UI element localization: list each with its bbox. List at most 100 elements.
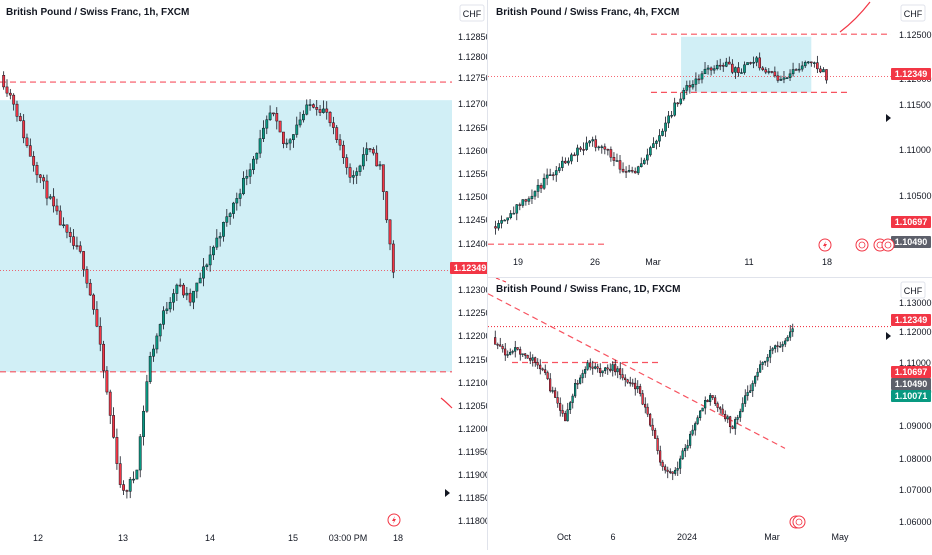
candle-body[interactable] xyxy=(105,370,109,393)
candle-body[interactable] xyxy=(656,438,659,451)
candle-body[interactable] xyxy=(218,236,222,239)
projection-arrow[interactable] xyxy=(440,397,453,409)
candle-body[interactable] xyxy=(188,292,192,303)
candle-body[interactable] xyxy=(533,191,537,197)
candle-body[interactable] xyxy=(806,61,810,64)
candle-body[interactable] xyxy=(242,177,245,195)
panel-divider-vertical[interactable] xyxy=(487,0,488,550)
candle-body[interactable] xyxy=(524,199,528,202)
candle-body[interactable] xyxy=(736,417,739,420)
chart-panel-1d[interactable]: British Pound / Swiss Franc, 1D, FXCM CHF… xyxy=(487,277,932,550)
candle-body[interactable] xyxy=(785,77,789,80)
candle-body[interactable] xyxy=(536,362,539,366)
candle-body[interactable] xyxy=(512,212,516,215)
candle-body[interactable] xyxy=(574,382,577,397)
candle-body[interactable] xyxy=(751,383,754,391)
candle-body[interactable] xyxy=(225,216,229,223)
candle-body[interactable] xyxy=(272,112,275,115)
candle-body[interactable] xyxy=(582,149,585,151)
candle-body[interactable] xyxy=(636,166,640,174)
panel-divider-horizontal[interactable] xyxy=(488,277,932,278)
candle-body[interactable] xyxy=(766,356,769,362)
candle-body[interactable] xyxy=(749,62,752,64)
candle-body[interactable] xyxy=(594,139,598,148)
price-badge[interactable] xyxy=(891,390,931,402)
dividends-icon[interactable] xyxy=(855,238,869,252)
candle-body[interactable] xyxy=(554,170,558,176)
candle-body[interactable] xyxy=(530,195,534,199)
candle-body[interactable] xyxy=(371,149,375,154)
candle-body[interactable] xyxy=(661,130,664,136)
candle-body[interactable] xyxy=(128,479,132,492)
candle-body[interactable] xyxy=(245,176,249,179)
candle-body[interactable] xyxy=(545,174,549,179)
currency-box[interactable] xyxy=(900,4,926,22)
candle-body[interactable] xyxy=(611,364,614,371)
candle-body[interactable] xyxy=(616,368,619,373)
candle-body[interactable] xyxy=(548,174,552,176)
candle-body[interactable] xyxy=(28,145,32,157)
candle-body[interactable] xyxy=(822,69,825,73)
candle-body[interactable] xyxy=(524,353,527,356)
candle-body[interactable] xyxy=(527,198,531,202)
candle-body[interactable] xyxy=(573,154,576,157)
candle-body[interactable] xyxy=(202,266,205,279)
candle-body[interactable] xyxy=(152,348,155,357)
trend-line-start[interactable] xyxy=(495,277,507,283)
candle-body[interactable] xyxy=(699,410,702,419)
candle-body[interactable] xyxy=(358,165,362,172)
candle-body[interactable] xyxy=(576,147,579,156)
candle-body[interactable] xyxy=(734,67,737,73)
candle-body[interactable] xyxy=(588,140,591,144)
candle-body[interactable] xyxy=(809,61,813,64)
currency-box[interactable] xyxy=(459,4,485,22)
price-badge[interactable] xyxy=(891,236,931,248)
chart-panel-1h[interactable]: British Pound / Swiss Franc, 1h, FXCM CHF… xyxy=(0,0,491,550)
candle-body[interactable] xyxy=(235,198,239,204)
candle-body[interactable] xyxy=(78,245,82,252)
arrow-right-marker-icon[interactable] xyxy=(445,489,450,497)
candle-body[interactable] xyxy=(716,403,719,408)
candle-body[interactable] xyxy=(85,269,89,284)
candle-body[interactable] xyxy=(258,138,262,154)
candle-body[interactable] xyxy=(506,217,509,221)
candle-body[interactable] xyxy=(75,245,79,247)
candle-body[interactable] xyxy=(135,469,139,480)
candle-body[interactable] xyxy=(744,395,747,404)
candle-body[interactable] xyxy=(388,219,392,245)
candle-body[interactable] xyxy=(561,410,564,414)
candle-body[interactable] xyxy=(158,324,162,337)
candle-body[interactable] xyxy=(205,264,209,268)
candle-body[interactable] xyxy=(703,68,707,75)
candle-body[interactable] xyxy=(38,174,42,178)
candle-body[interactable] xyxy=(609,149,613,158)
candle-body[interactable] xyxy=(55,205,59,212)
candle-body[interactable] xyxy=(646,154,649,161)
candle-body[interactable] xyxy=(739,411,742,418)
candle-body[interactable] xyxy=(789,331,792,338)
candle-body[interactable] xyxy=(764,360,767,363)
candle-body[interactable] xyxy=(118,463,122,485)
candle-body[interactable] xyxy=(108,391,112,416)
candle-body[interactable] xyxy=(784,340,787,345)
candle-body[interactable] xyxy=(825,69,828,81)
candle-body[interactable] xyxy=(676,102,680,105)
currency-box[interactable] xyxy=(900,281,926,299)
candle-body[interactable] xyxy=(252,158,255,170)
candle-body[interactable] xyxy=(615,160,619,162)
candle-body[interactable] xyxy=(781,343,784,347)
candle-body[interactable] xyxy=(305,104,309,115)
candle-body[interactable] xyxy=(551,174,555,176)
candle-body[interactable] xyxy=(531,357,534,361)
candle-body[interactable] xyxy=(504,348,507,356)
candle-body[interactable] xyxy=(178,284,182,287)
candle-body[interactable] xyxy=(694,423,697,431)
candle-body[interactable] xyxy=(102,343,105,371)
candle-body[interactable] xyxy=(664,122,667,132)
candle-body[interactable] xyxy=(72,236,76,246)
price-axis-area[interactable] xyxy=(893,0,932,277)
candle-body[interactable] xyxy=(670,114,673,117)
candle-body[interactable] xyxy=(642,159,646,164)
candle-body[interactable] xyxy=(132,478,135,481)
candle-body[interactable] xyxy=(556,397,559,404)
